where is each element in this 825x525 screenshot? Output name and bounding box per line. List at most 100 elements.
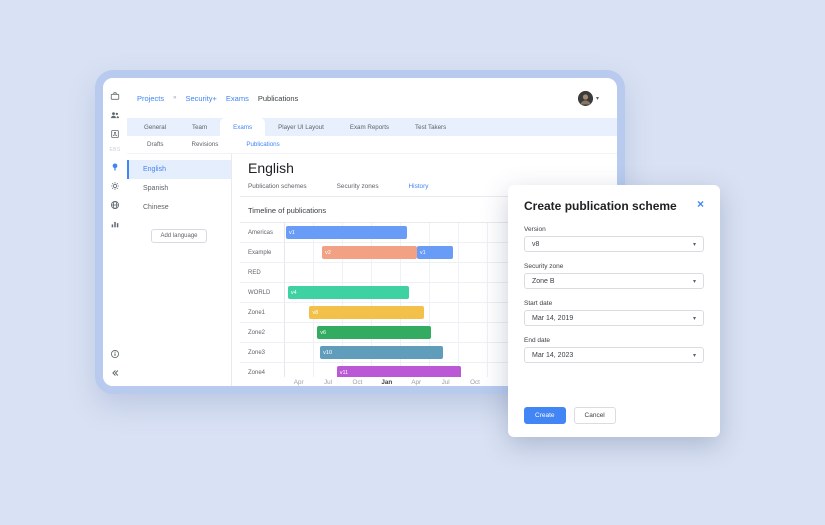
info-icon[interactable] xyxy=(110,348,121,359)
axis-tick: Apr xyxy=(293,379,304,386)
dialog-fields: Version v8 ▾ Security zone Zone B ▾ Start date… xyxy=(524,226,704,363)
breadcrumb: Projects » Security+ Exams Publications xyxy=(137,94,298,103)
field-label: Security zone xyxy=(524,263,564,270)
gantt-bar-label: v1 xyxy=(419,249,426,256)
subtab-publications[interactable]: Publications xyxy=(246,141,280,148)
gantt-bar-v11[interactable]: v11 xyxy=(336,366,461,377)
breadcrumb-item-projects[interactable]: Projects xyxy=(137,93,165,103)
axis-tick: Apr xyxy=(411,379,422,386)
gantt-bar-label: v8 xyxy=(312,309,319,316)
gantt-row-label: Zone4 xyxy=(248,369,266,376)
bar-chart-icon[interactable] xyxy=(110,218,121,229)
axis-tick: Jul xyxy=(324,379,333,386)
chevron-down-icon: ▾ xyxy=(692,278,696,285)
field-label: End date xyxy=(524,337,551,344)
chevron-down-icon: ▾ xyxy=(692,352,696,359)
language-item-spanish[interactable]: Spanish xyxy=(143,185,169,192)
gantt-row-label: WORLD xyxy=(248,289,271,296)
chevron-down-icon: ▾ xyxy=(692,315,696,322)
gantt-bar-label: v1 xyxy=(288,229,295,236)
content-tab-security-zones[interactable]: Security zones xyxy=(336,183,379,190)
gantt-axis-ticks: Apr Jul Oct Jan Apr Jul Oct xyxy=(284,377,617,386)
gantt-bar-label: v2 xyxy=(325,249,331,256)
field-security-zone: Security zone Zone B ▾ xyxy=(524,263,704,289)
axis-tick: Jan xyxy=(381,379,393,386)
content-tab-publication-schemes[interactable]: Publication schemes xyxy=(248,183,307,190)
axis-tick: Oct xyxy=(470,379,480,386)
chevron-down-icon: ▾ xyxy=(595,95,599,102)
content-tabs: Publication schemes Security zones History xyxy=(240,183,617,197)
field-end-date: End date Mar 14, 2023 ▾ xyxy=(524,337,704,363)
lightbulb-icon[interactable] xyxy=(110,161,121,172)
language-item-chinese[interactable]: Chinese xyxy=(143,204,169,211)
axis-tick: Oct xyxy=(352,379,363,386)
select-version[interactable]: v8 ▾ xyxy=(524,236,704,252)
tab-general[interactable]: General xyxy=(144,123,167,131)
id-badge-icon[interactable] xyxy=(110,128,121,139)
tab-team[interactable]: Team xyxy=(192,123,208,131)
dialog-title: Create publication scheme xyxy=(524,199,677,213)
gantt-row-label: Example xyxy=(248,249,272,256)
ebs-label: EBS xyxy=(109,147,121,153)
tab-exams[interactable]: Exams xyxy=(220,118,266,136)
select-end-date[interactable]: Mar 14, 2023 ▾ xyxy=(524,347,704,363)
select-value: Mar 14, 2019 xyxy=(532,314,574,322)
page-title: English xyxy=(248,160,294,176)
breadcrumb-item-exams[interactable]: Exams xyxy=(225,93,249,103)
avatar[interactable] xyxy=(577,90,593,106)
gantt-bar-v1[interactable]: v1 xyxy=(416,246,453,259)
select-value: Zone B xyxy=(532,277,555,285)
sub-tabs: Drafts Revisions Publications xyxy=(127,136,617,154)
field-label: Version xyxy=(524,226,546,233)
users-icon[interactable] xyxy=(110,109,121,120)
gantt-bar-label: v4 xyxy=(290,289,297,296)
gantt-bar-v1[interactable]: v1 xyxy=(285,226,408,239)
subtab-drafts[interactable]: Drafts xyxy=(147,141,164,148)
create-button[interactable]: Create xyxy=(524,407,566,424)
gantt-bar-v2[interactable]: v2 xyxy=(322,246,417,259)
collapse-icon[interactable] xyxy=(110,367,121,378)
gantt-bar-label: v11 xyxy=(339,369,349,376)
breadcrumb-item-security-[interactable]: Security+ xyxy=(185,93,217,103)
field-version: Version v8 ▾ xyxy=(524,226,704,252)
user-menu[interactable]: ▾ xyxy=(577,90,599,106)
select-value: v8 xyxy=(532,240,540,248)
breadcrumb-item-publications: Publications xyxy=(257,93,299,103)
gantt-row-label: Zone1 xyxy=(248,309,266,316)
create-publication-scheme-dialog: Create publication scheme × Version v8 ▾ Se… xyxy=(508,185,720,437)
cancel-button[interactable]: Cancel xyxy=(573,407,616,424)
axis-tick: Jul xyxy=(441,379,450,386)
gantt-axis: Apr Jul Oct Jan Apr Jul Oct xyxy=(240,377,617,386)
field-label: Start date xyxy=(524,300,553,307)
add-language-button[interactable]: Add language xyxy=(151,229,207,243)
select-start-date[interactable]: Mar 14, 2019 ▾ xyxy=(524,310,704,326)
icon-rail: EBS xyxy=(103,78,127,386)
language-item-english[interactable]: English xyxy=(127,160,231,179)
gantt-bar-v8[interactable]: v8 xyxy=(309,306,424,319)
select-security-zone[interactable]: Zone B ▾ xyxy=(524,273,704,289)
tab-exam-reports[interactable]: Exam Reports xyxy=(349,123,390,131)
gantt-row-label: Zone2 xyxy=(248,329,266,336)
briefcase-icon[interactable] xyxy=(110,90,121,101)
select-value: Mar 14, 2023 xyxy=(532,351,574,359)
globe-icon[interactable] xyxy=(110,199,121,210)
gantt-row-label: Americas xyxy=(248,229,274,236)
gantt-row-label: RED xyxy=(248,269,261,276)
tab-player-ui-layout[interactable]: Player UI Layout xyxy=(278,123,324,131)
tab-test-takers[interactable]: Test Takers xyxy=(415,123,447,131)
gantt-bar-v4[interactable]: v4 xyxy=(287,286,409,299)
gear-icon[interactable] xyxy=(110,180,121,191)
app-header: Projects » Security+ Exams Publications ▾ xyxy=(127,78,617,118)
gantt-bar-label: v6 xyxy=(320,329,327,336)
timeline-title: Timeline of publications xyxy=(248,206,327,215)
language-panel: English Spanish Chinese Add language xyxy=(127,154,232,386)
close-icon[interactable]: × xyxy=(696,197,704,211)
gantt-bar-label: v10 xyxy=(323,349,333,356)
subtab-revisions[interactable]: Revisions xyxy=(191,141,219,148)
gantt-row-label: Zone3 xyxy=(248,349,266,356)
main-tabs: General Team Exams Player UI Layout Exam Rep… xyxy=(127,118,617,136)
content-tab-history[interactable]: History xyxy=(408,183,429,190)
field-start-date: Start date Mar 14, 2019 ▾ xyxy=(524,300,704,326)
gantt-bar-v6[interactable]: v6 xyxy=(317,326,432,339)
gantt-bar-v10[interactable]: v10 xyxy=(320,346,444,359)
